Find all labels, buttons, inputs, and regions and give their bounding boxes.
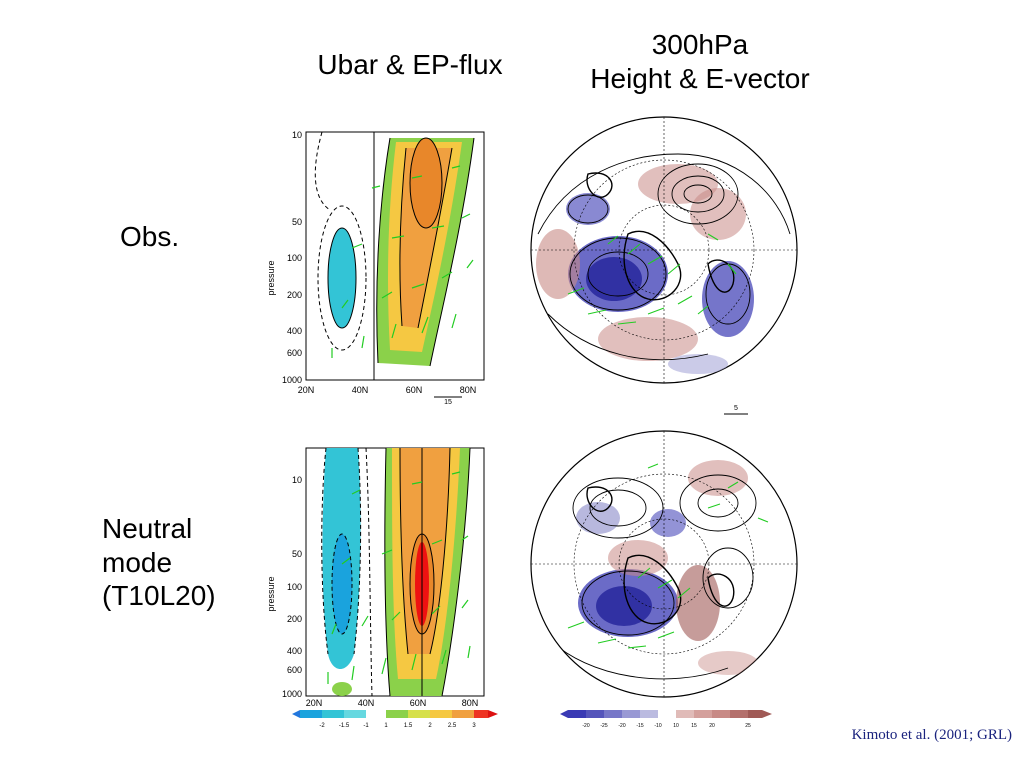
neutral-ptick-400: 400 (287, 646, 302, 656)
obs-ptick-1000: 1000 (282, 375, 302, 385)
title-300hpa-line2: Height & E-vector (590, 62, 810, 94)
height-cb-label-6: 15 (691, 723, 697, 729)
height-cb-label-8: 25 (745, 723, 751, 729)
neutral-lat-40n: 40N (358, 698, 375, 708)
height-cb-label-7: 20 (709, 723, 715, 729)
obs-ubar-cross-section: 10 50 100 200 400 600 1000 pressure 20N … (266, 130, 485, 406)
ubar-cb-label-7: 3 (472, 723, 476, 729)
obs-lat-20n: 20N (298, 385, 315, 395)
obs-ptick-10: 10 (292, 130, 302, 140)
neutral-lat-80n: 80N (462, 698, 479, 708)
ubar-cb-label-0: -2 (319, 723, 325, 729)
row-label-neutral-mode: Neutral mode (T10L20) (102, 512, 216, 613)
neutral-ptick-100: 100 (287, 582, 302, 592)
obs-ptick-200: 200 (287, 290, 302, 300)
ubar-cb-label-1: -1.5 (339, 723, 350, 729)
neutral-ubar-cross-section: 10 50 100 200 400 600 1000 pressure 20N … (266, 447, 485, 708)
obs-ptick-400: 400 (287, 326, 302, 336)
height-colorbar: -20 -25 -20 -15 -10 10 15 20 25 (560, 710, 772, 729)
height-cb-label-2: -20 (618, 723, 625, 729)
obs-ylabel: pressure (266, 260, 276, 295)
neutral-ptick-50: 50 (292, 549, 302, 559)
row-label-neutral-line1: Neutral (102, 513, 193, 544)
neutral-lat-60n: 60N (410, 698, 427, 708)
row-label-obs: Obs. (120, 221, 180, 252)
height-cb-label-5: 10 (673, 723, 679, 729)
title-300hpa: 300hPa Height & E-vector (560, 28, 840, 95)
obs-lat-40n: 40N (352, 385, 369, 395)
obs-ptick-600: 600 (287, 348, 302, 358)
height-cb-label-0: -20 (582, 723, 589, 729)
neutral-ptick-200: 200 (287, 614, 302, 624)
ubar-colorbar: -2 -1.5 -1 1 1.5 2 2.5 3 (292, 710, 498, 729)
neutral-ptick-10: 10 (292, 475, 302, 485)
neutral-ptick-1000: 1000 (282, 689, 302, 699)
title-300hpa-line1: 300hPa (651, 29, 749, 60)
row-label-neutral-line2: mode (102, 546, 173, 578)
obs-ptick-50: 50 (292, 217, 302, 227)
title-ubar-epflux: Ubar & EP-flux (317, 49, 503, 80)
citation: Kimoto et al. (2001; GRL) (851, 727, 1012, 743)
obs-map-vector-ref: 5 (734, 405, 738, 412)
neutral-polar-map (530, 430, 798, 698)
ubar-cb-label-6: 2.5 (448, 723, 457, 729)
row-label-neutral-line3: (T10L20) (102, 580, 216, 612)
neutral-lat-20n: 20N (306, 698, 323, 708)
height-cb-label-3: -15 (636, 723, 643, 729)
ubar-cb-label-2: -1 (363, 723, 369, 729)
obs-lat-80n: 80N (460, 385, 477, 395)
ubar-cb-label-5: 2 (428, 723, 432, 729)
obs-vector-ref: 15 (444, 399, 452, 406)
obs-polar-map: 5 (530, 116, 798, 415)
height-cb-label-1: -25 (600, 723, 607, 729)
obs-lat-60n: 60N (406, 385, 423, 395)
neutral-ylabel: pressure (266, 576, 276, 611)
neutral-ptick-600: 600 (287, 665, 302, 675)
ubar-cb-label-4: 1.5 (404, 723, 413, 729)
ubar-cb-label-3: 1 (384, 723, 388, 729)
obs-ptick-100: 100 (287, 253, 302, 263)
height-cb-label-4: -10 (654, 723, 661, 729)
